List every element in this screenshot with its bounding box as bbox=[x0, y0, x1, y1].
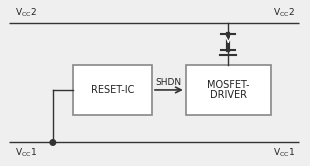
Circle shape bbox=[50, 140, 55, 145]
Text: RESET-IC: RESET-IC bbox=[91, 85, 134, 95]
Text: SHDN: SHDN bbox=[156, 78, 182, 87]
Text: V$_{\mathsf{CC}}$1: V$_{\mathsf{CC}}$1 bbox=[15, 146, 38, 159]
Text: MOSFET-: MOSFET- bbox=[207, 80, 250, 90]
Bar bbox=[186, 65, 271, 115]
Text: V$_{\mathsf{CC}}$2: V$_{\mathsf{CC}}$2 bbox=[273, 6, 295, 19]
Bar bbox=[73, 65, 152, 115]
Text: DRIVER: DRIVER bbox=[210, 90, 247, 100]
Text: V$_{\mathsf{CC}}$2: V$_{\mathsf{CC}}$2 bbox=[15, 6, 37, 19]
Text: V$_{\mathsf{CC}}$1: V$_{\mathsf{CC}}$1 bbox=[272, 146, 295, 159]
